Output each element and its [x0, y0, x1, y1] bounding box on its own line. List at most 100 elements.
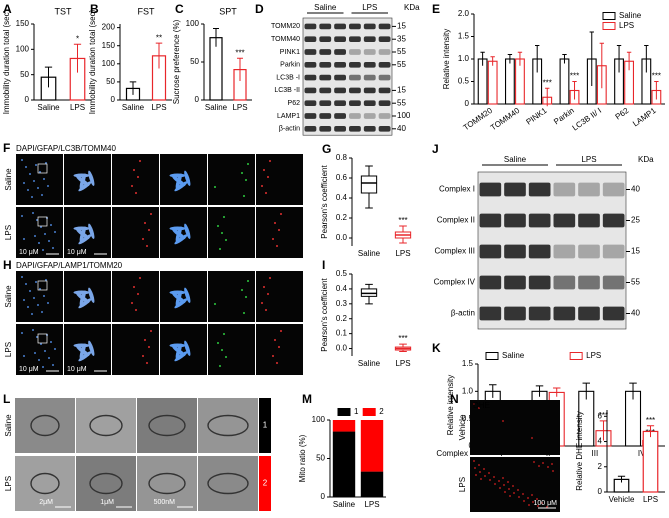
scale-bar-label: 500nM — [154, 499, 176, 506]
bar-segment — [360, 471, 384, 497]
band — [378, 23, 391, 30]
signal — [35, 164, 37, 166]
band — [349, 74, 361, 81]
y-tick-label: 0.4 — [336, 193, 348, 202]
band — [602, 275, 625, 290]
band — [363, 23, 376, 30]
marker-size: 55 — [397, 60, 406, 69]
x-tick-label: Saline — [37, 103, 60, 112]
blot-row-label: LC3B -II — [274, 87, 300, 94]
signal — [43, 295, 45, 297]
marker-size: 15 — [397, 22, 406, 31]
micrograph — [64, 271, 111, 322]
dhe-signal — [503, 484, 505, 486]
signal — [175, 290, 182, 306]
error-bar — [646, 425, 655, 438]
signal — [37, 187, 39, 189]
signal — [78, 298, 92, 309]
lane-header: LPS — [581, 155, 596, 164]
signal — [174, 298, 188, 309]
error-bar — [644, 45, 649, 73]
micrograph — [16, 154, 63, 205]
signal — [272, 355, 274, 357]
signal — [21, 276, 23, 278]
error-bar — [237, 57, 243, 81]
em-image — [137, 456, 197, 511]
band — [363, 49, 376, 55]
y-tick-label: 0.6 — [336, 173, 348, 182]
marker-size: 100 — [397, 111, 411, 120]
dhe-signal — [499, 487, 501, 489]
micrograph — [208, 207, 255, 258]
significance: *** — [652, 72, 661, 81]
stain-label: LAMP1/ — [60, 261, 89, 270]
band — [334, 87, 346, 94]
whisker-lower — [399, 350, 407, 353]
legend-swatch — [362, 408, 376, 416]
y-tick-label: 1.0 — [462, 386, 474, 395]
legend-swatch — [602, 22, 616, 30]
signal — [174, 351, 188, 362]
x-tick-label: LC3B II/ I — [571, 106, 603, 133]
signal — [32, 329, 34, 331]
band — [504, 275, 526, 290]
signal — [146, 245, 148, 247]
blot-row-label: LC3B -I — [276, 74, 300, 81]
blot-row-label: β-actin — [279, 126, 300, 133]
signal — [144, 339, 146, 341]
error-bar — [490, 56, 495, 66]
dhe-signal — [502, 420, 504, 422]
whisker-upper — [399, 225, 407, 232]
band — [528, 244, 551, 259]
legend-swatch — [337, 408, 351, 416]
mitochondrion — [89, 414, 123, 437]
band — [319, 113, 332, 119]
signal — [43, 178, 45, 180]
panel-letter: E — [432, 2, 440, 16]
panel-letter: M — [302, 392, 312, 406]
signal — [21, 215, 23, 217]
signal — [263, 169, 265, 171]
band — [553, 244, 576, 259]
micrograph — [64, 154, 111, 205]
marker-size: 40 — [631, 185, 640, 194]
panel-letter: C — [175, 2, 184, 16]
signal — [45, 279, 47, 281]
band — [349, 125, 361, 132]
marker-size: 25 — [631, 216, 640, 225]
signal — [243, 312, 245, 314]
band — [334, 23, 346, 30]
band — [363, 100, 376, 107]
stain-label: LC3B/ — [60, 144, 83, 153]
band — [578, 182, 600, 197]
micrograph — [256, 324, 303, 375]
signal — [88, 223, 95, 239]
signal — [73, 290, 90, 295]
y-tick-label: 2 — [598, 462, 603, 471]
unit: KDa — [638, 155, 654, 164]
legend-swatch — [569, 352, 583, 360]
signal — [150, 330, 152, 332]
signal — [38, 359, 40, 361]
x-tick-label: LPS — [364, 500, 379, 509]
marker-size: 55 — [397, 47, 406, 56]
dhe-signal — [493, 476, 495, 478]
band — [304, 23, 317, 30]
y-axis-label: Sucrose preference (%) — [172, 19, 181, 104]
micrograph — [208, 154, 255, 205]
signal — [278, 346, 280, 348]
band — [334, 100, 346, 107]
y-tick-label: 150 — [16, 19, 30, 28]
signal — [39, 288, 41, 290]
y-tick-label: 100 — [102, 59, 116, 68]
band — [349, 23, 361, 30]
signal — [274, 222, 276, 224]
y-tick-label: 50 — [316, 454, 325, 463]
unit: KDa — [404, 3, 420, 12]
signal — [73, 173, 90, 178]
band — [304, 100, 317, 107]
x-tick-label: P62 — [614, 106, 631, 122]
band — [363, 61, 376, 68]
legend-label: LPS — [619, 21, 634, 30]
micrograph — [160, 154, 207, 205]
